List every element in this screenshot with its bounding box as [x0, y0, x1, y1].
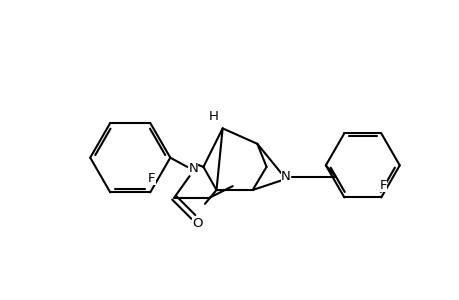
Text: H: H: [208, 110, 218, 123]
Text: N: N: [280, 170, 290, 183]
Text: O: O: [191, 217, 202, 230]
Text: F: F: [379, 178, 386, 191]
Text: N: N: [188, 162, 198, 175]
Text: F: F: [148, 172, 155, 185]
